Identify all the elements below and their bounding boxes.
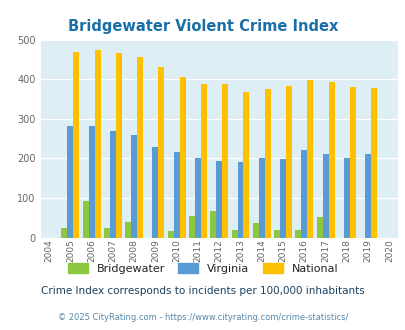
- Bar: [307, 81, 313, 238]
- Text: Crime Index corresponds to incidents per 100,000 inhabitants: Crime Index corresponds to incidents per…: [41, 286, 364, 296]
- Bar: [316, 217, 322, 238]
- Bar: [173, 152, 179, 238]
- Bar: [328, 82, 334, 238]
- Bar: [152, 147, 158, 238]
- Legend: Bridgewater, Virginia, National: Bridgewater, Virginia, National: [68, 263, 337, 274]
- Bar: [88, 125, 94, 238]
- Bar: [131, 135, 137, 238]
- Bar: [189, 216, 194, 238]
- Bar: [73, 52, 79, 238]
- Bar: [94, 50, 100, 238]
- Bar: [125, 222, 131, 238]
- Bar: [364, 154, 370, 238]
- Bar: [115, 53, 122, 238]
- Bar: [231, 230, 237, 238]
- Bar: [67, 125, 73, 238]
- Bar: [61, 228, 67, 238]
- Bar: [252, 223, 258, 238]
- Bar: [243, 92, 249, 238]
- Bar: [285, 86, 291, 238]
- Bar: [264, 89, 270, 238]
- Bar: [110, 131, 115, 238]
- Bar: [179, 77, 185, 238]
- Bar: [194, 158, 200, 238]
- Bar: [216, 161, 222, 238]
- Bar: [158, 67, 164, 238]
- Bar: [301, 150, 307, 238]
- Bar: [210, 211, 216, 238]
- Bar: [295, 230, 301, 238]
- Bar: [200, 84, 207, 238]
- Text: Bridgewater Violent Crime Index: Bridgewater Violent Crime Index: [68, 19, 337, 34]
- Bar: [167, 231, 173, 238]
- Bar: [279, 159, 285, 238]
- Bar: [343, 158, 349, 238]
- Bar: [83, 201, 88, 238]
- Bar: [137, 57, 143, 238]
- Bar: [258, 158, 264, 238]
- Text: © 2025 CityRating.com - https://www.cityrating.com/crime-statistics/: © 2025 CityRating.com - https://www.city…: [58, 313, 347, 322]
- Bar: [273, 230, 279, 238]
- Bar: [237, 162, 243, 238]
- Bar: [104, 228, 110, 238]
- Bar: [349, 87, 355, 238]
- Bar: [370, 87, 376, 238]
- Bar: [222, 84, 228, 238]
- Bar: [322, 154, 328, 238]
